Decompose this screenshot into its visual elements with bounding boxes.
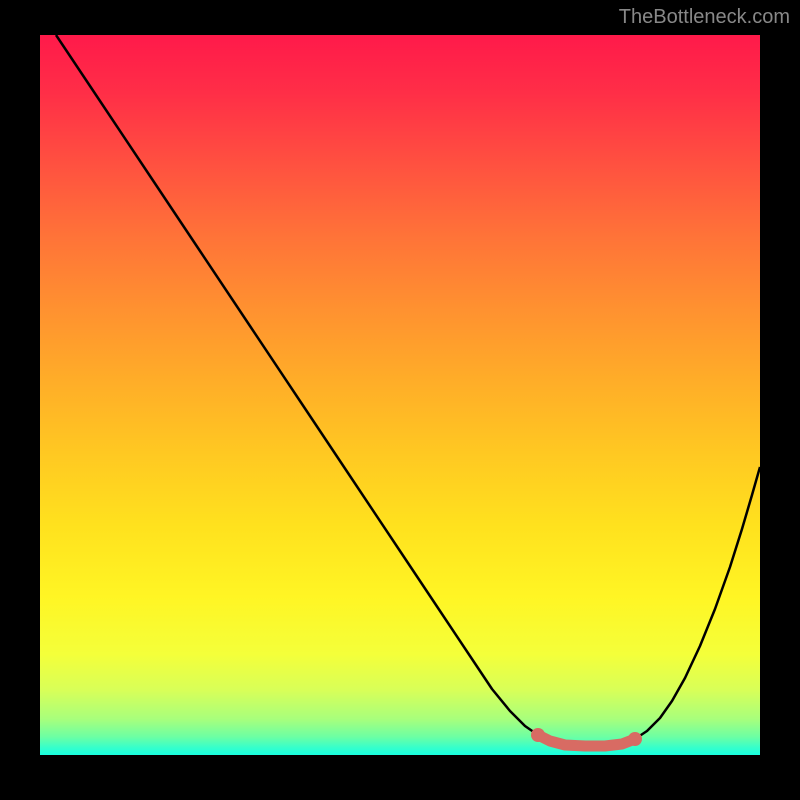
chart-plot-area (40, 35, 760, 755)
watermark-label: TheBottleneck.com (619, 6, 790, 29)
highlight-end-dot (628, 732, 642, 746)
highlight-start-dot (531, 728, 545, 742)
bottleneck-curve (56, 35, 760, 746)
chart-curves (40, 35, 760, 755)
highlight-segment (538, 735, 635, 746)
